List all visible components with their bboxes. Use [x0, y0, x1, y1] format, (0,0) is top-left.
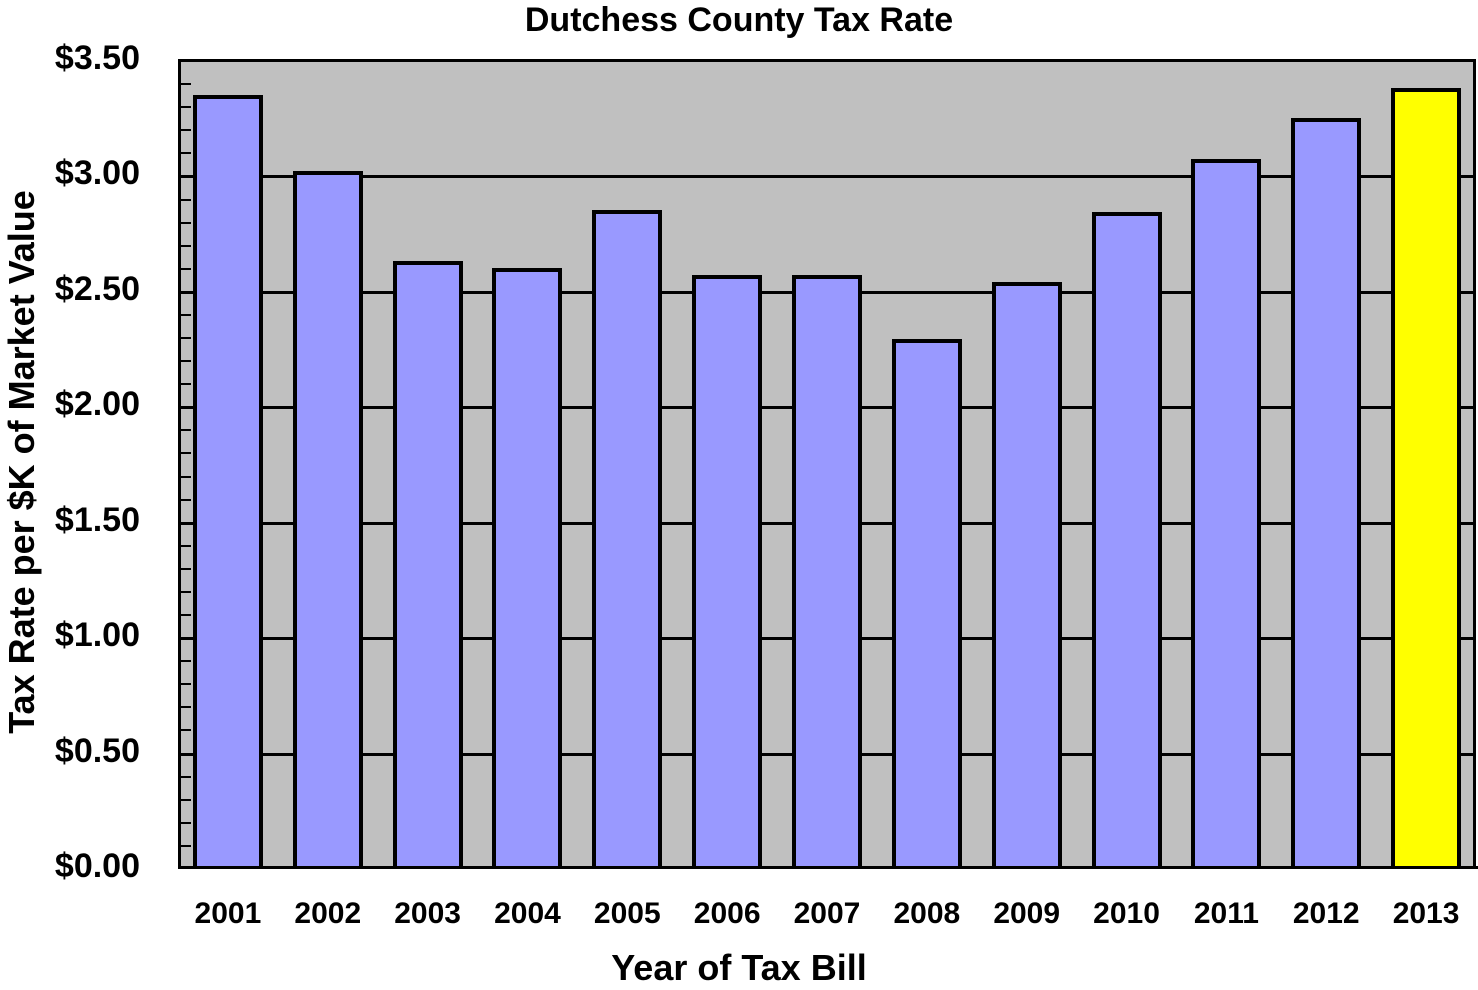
x-tick-label: 2012 — [1292, 897, 1360, 930]
y-minor-tick — [181, 129, 191, 132]
bar-2011 — [1191, 159, 1262, 868]
bar-2005 — [592, 210, 663, 868]
y-minor-tick — [181, 106, 191, 109]
y-minor-tick — [181, 660, 191, 663]
bar-2008 — [891, 339, 962, 868]
y-minor-tick — [181, 521, 191, 524]
bar-2010 — [1091, 212, 1162, 868]
y-minor-tick — [181, 313, 191, 316]
x-axis-label: Year of Tax Bill — [611, 947, 867, 988]
y-tick-label: $1.50 — [54, 500, 140, 539]
y-minor-tick — [181, 844, 191, 847]
bar-2004 — [492, 267, 563, 868]
y-axis-label: Tax Rate per $K of Market Value — [1, 190, 42, 734]
y-minor-tick — [181, 152, 191, 155]
y-minor-tick — [181, 798, 191, 801]
y-minor-tick — [181, 337, 191, 340]
bar-2006 — [692, 274, 763, 868]
bar-2003 — [392, 260, 463, 868]
y-minor-tick — [181, 752, 191, 755]
y-minor-tick — [181, 83, 191, 86]
bar-2013 — [1391, 87, 1462, 868]
x-tick-label: 2010 — [1093, 897, 1160, 930]
x-tick-label: 2011 — [1193, 897, 1259, 930]
y-minor-tick — [181, 267, 191, 270]
y-tick-label: $1.00 — [54, 616, 140, 655]
y-minor-tick — [181, 821, 191, 824]
x-tick-label: 2003 — [394, 897, 461, 930]
y-minor-tick — [181, 360, 191, 363]
x-tick-label: 2001 — [194, 897, 262, 930]
y-minor-tick — [181, 637, 191, 640]
y-minor-tick — [181, 452, 191, 455]
x-tick-label: 2013 — [1392, 897, 1460, 930]
x-tick-label: 2009 — [993, 897, 1061, 930]
chart-title: Dutchess County Tax Rate — [524, 1, 954, 39]
y-minor-tick — [181, 614, 191, 617]
y-tick-label: $2.00 — [54, 385, 140, 424]
y-minor-tick — [181, 175, 191, 178]
x-axis-line — [178, 866, 1478, 869]
x-tick-label: 2006 — [693, 897, 761, 930]
y-minor-tick — [181, 498, 191, 501]
y-tick-label: $2.50 — [54, 269, 140, 308]
x-tick-label: 2002 — [294, 897, 362, 930]
y-minor-tick — [181, 290, 191, 293]
y-minor-tick — [181, 383, 191, 386]
y-minor-tick — [181, 683, 191, 686]
y-tick-label: $3.50 — [54, 39, 140, 77]
y-tick-label: $3.00 — [54, 154, 140, 193]
y-minor-tick — [181, 729, 191, 732]
bar-2002 — [292, 170, 363, 868]
y-tick-label: $0.50 — [54, 731, 140, 770]
y-minor-tick — [181, 775, 191, 778]
y-minor-tick — [181, 567, 191, 570]
x-tick-label: 2007 — [793, 897, 861, 930]
y-minor-tick — [181, 475, 191, 478]
gridline — [181, 175, 1473, 179]
y-tick-label: $0.00 — [54, 847, 140, 885]
x-tick-label: 2008 — [893, 897, 961, 930]
bar-2001 — [192, 94, 263, 868]
y-minor-tick — [181, 706, 191, 709]
y-minor-tick — [181, 406, 191, 409]
bar-2009 — [991, 281, 1062, 868]
y-minor-tick — [181, 221, 191, 224]
x-tick-label: 2004 — [494, 897, 561, 930]
y-minor-tick — [181, 590, 191, 593]
x-tick-label: 2005 — [593, 897, 661, 930]
bar-2007 — [792, 274, 862, 868]
y-minor-tick — [181, 198, 191, 201]
y-minor-tick — [181, 244, 191, 247]
bar-2012 — [1291, 117, 1362, 868]
y-minor-tick — [181, 429, 191, 432]
y-minor-tick — [181, 544, 191, 547]
plot-area — [178, 59, 1476, 868]
